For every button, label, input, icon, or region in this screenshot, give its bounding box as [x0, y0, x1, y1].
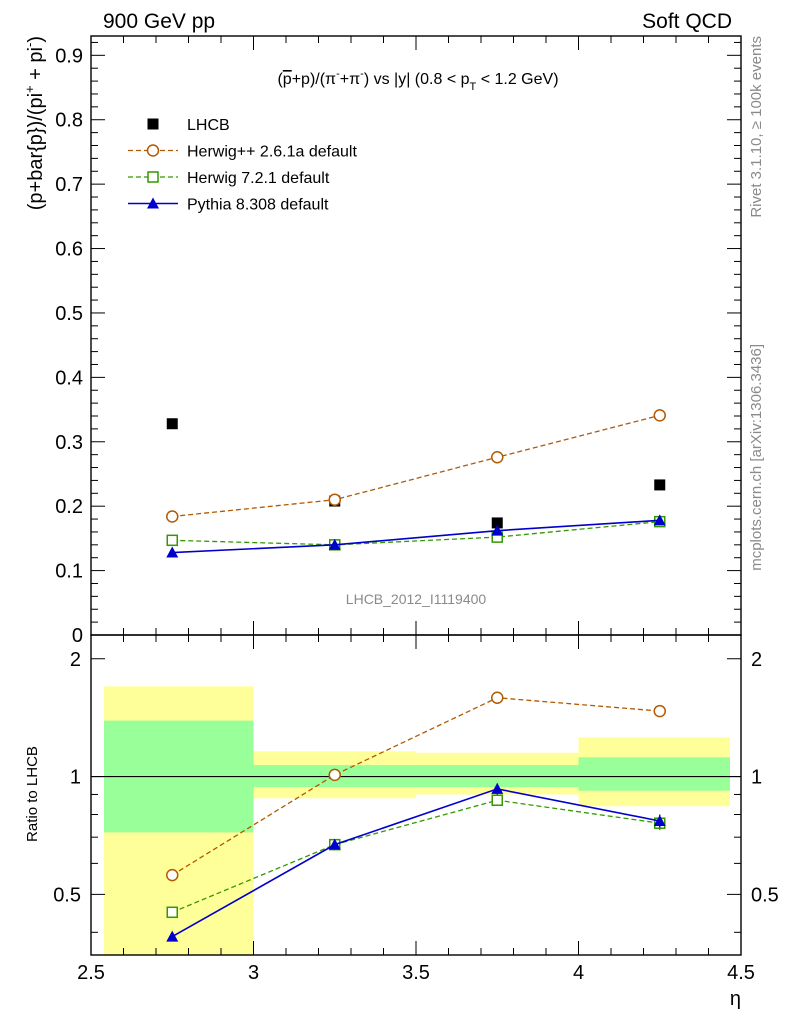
main-y-axis-label: (p+bar{p})/(pi+ + pi-) [22, 36, 47, 210]
y-tick-label: 0.5 [55, 303, 83, 325]
ratio-data-point [491, 782, 504, 794]
ratio-series-group [166, 691, 666, 942]
y-tick-label: 0.6 [55, 239, 83, 261]
ratio-data-point [166, 868, 179, 882]
data-point [166, 534, 178, 547]
ratio-data-point [328, 768, 341, 782]
data-point [653, 409, 666, 422]
data-point [491, 524, 504, 536]
plot-frames [90, 35, 742, 956]
ratio-data-point [328, 838, 341, 850]
ratio-data-point [166, 906, 178, 919]
axis-ticks: 0 0.1 0.2 0.3 0.4 0.5 0.6 0.7 0.8 0.9 2.5 3 3.5 4 4.5 0… [53, 36, 779, 984]
ratio-data-point [653, 814, 666, 826]
legend-label: LHCB [187, 117, 230, 134]
data-point [653, 514, 666, 526]
series-line [172, 519, 660, 554]
x-tick-label: 4.5 [727, 962, 755, 984]
y-tick-label: 0.9 [55, 45, 83, 67]
x-tick-label: 2.5 [77, 962, 105, 984]
data-point [491, 450, 504, 464]
y-tick-label: 0.4 [55, 367, 83, 389]
legend-label: Herwig 7.2.1 default [187, 170, 330, 187]
y-tick-label: 0.3 [55, 432, 83, 454]
series-line [172, 414, 660, 518]
legend-marker [147, 171, 159, 183]
y-tick-label: 0.7 [55, 174, 83, 196]
x-tick-label: 3 [248, 962, 259, 984]
ratio-y-tick-label-left: 2 [70, 649, 81, 671]
x-tick-label: 3.5 [402, 962, 430, 984]
main-plot-title: (p+p)/(π-+π-) vs |y| (0.8 < pT < 1.2 GeV… [277, 68, 558, 93]
series-line [172, 520, 660, 546]
data-point [654, 479, 666, 491]
data-point [166, 510, 179, 523]
ratio-series-line [172, 799, 660, 913]
legend-marker [147, 197, 159, 209]
mcplots-label: mcplots.cern.ch [arXiv:1306.3436] [748, 344, 765, 571]
ratio-series-line [171, 697, 660, 876]
x-axis-label: η [730, 988, 741, 1010]
legend-marker [147, 118, 159, 130]
header-right: Soft QCD [642, 10, 732, 33]
ratio-y-tick-label-right: 2 [751, 649, 762, 671]
data-point [328, 538, 341, 550]
ratio-y-tick-label-left: 1 [70, 767, 81, 789]
data-layer [166, 409, 666, 942]
data-point [491, 517, 503, 529]
legend-label: Herwig++ 2.6.1a default [187, 144, 357, 161]
y-tick-label: 0.2 [55, 496, 83, 518]
ratio-data-point [491, 691, 504, 704]
header-left: 900 GeV pp [103, 10, 215, 33]
data-point [328, 493, 341, 506]
ratio-data-point [653, 704, 666, 718]
green-band-bin [578, 757, 730, 791]
data-point [166, 546, 179, 558]
ratio-y-tick-label-left: 0.5 [53, 884, 81, 906]
analysis-watermark: LHCB_2012_I1119400 [346, 591, 487, 607]
y-tick-label: 0 [72, 625, 83, 647]
ratio-y-tick-label-right: 0.5 [751, 884, 779, 906]
ratio-series-line [171, 788, 660, 938]
y-tick-label: 0.1 [55, 561, 83, 583]
ratio-data-point [166, 930, 179, 942]
ratio-data-point [491, 794, 503, 806]
legend-marker [146, 144, 160, 157]
ratio-panel-frame [90, 634, 742, 956]
y-tick-label: 0.8 [55, 110, 83, 132]
legend-label: Pythia 8.308 default [187, 197, 329, 214]
data-point [166, 418, 178, 430]
ratio-uncertainty-bands [91, 686, 741, 955]
rivet-label: Rivet 3.1.10, ≥ 100k events [748, 36, 765, 218]
ratio-y-tick-label-right: 1 [751, 767, 762, 789]
ratio-y-axis-label: Ratio to LHCB [24, 746, 41, 842]
x-tick-label: 4 [573, 962, 584, 984]
legend: LHCB Herwig++ 2.6.1a default Herwig 7.2.1 … [128, 117, 357, 214]
